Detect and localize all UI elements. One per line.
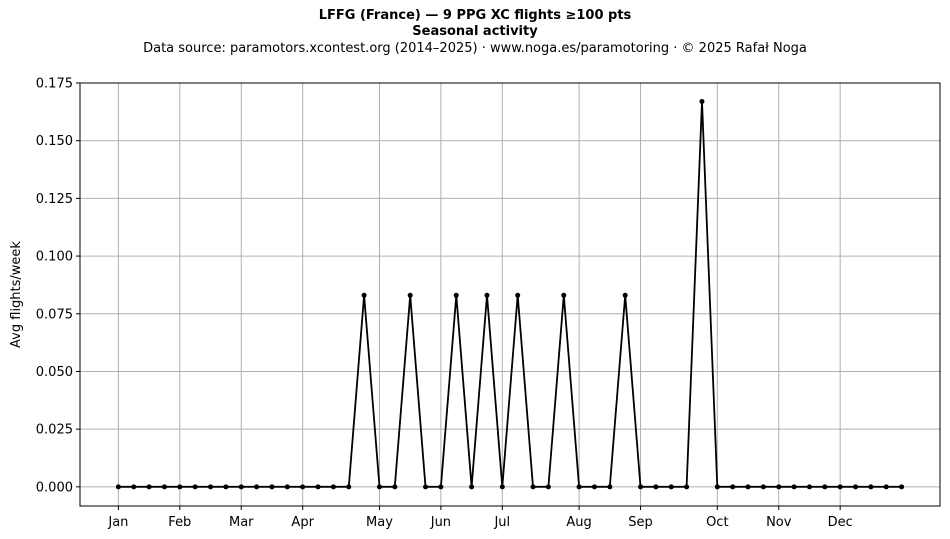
data-point	[745, 484, 751, 490]
data-point	[607, 484, 613, 490]
data-point	[576, 484, 582, 490]
data-point	[192, 484, 198, 490]
data-point	[361, 292, 367, 298]
data-point	[806, 484, 812, 490]
data-point	[423, 484, 429, 490]
data-point	[899, 484, 905, 490]
y-axis: 0.000 0.025 0.050 0.075 0.100 0.125 0.150 0.175	[36, 77, 80, 495]
series-points	[115, 98, 905, 490]
data-point	[868, 484, 874, 490]
data-point	[284, 484, 290, 490]
chart-subtitle: Seasonal activity	[412, 24, 538, 39]
data-point	[407, 292, 413, 298]
y-tick-label: 0.125	[36, 192, 73, 207]
y-tick-label: 0.150	[36, 134, 73, 149]
series-line	[118, 100, 902, 488]
data-point	[392, 484, 398, 490]
data-point	[238, 484, 244, 490]
x-tick-label: Jul	[493, 515, 510, 530]
data-point	[883, 484, 889, 490]
data-point	[791, 484, 797, 490]
data-point	[146, 484, 152, 490]
data-point	[638, 484, 644, 490]
data-point	[131, 484, 137, 490]
chart-title: LFFG (France) — 9 PPG XC flights ≥100 pt…	[318, 8, 632, 23]
data-point	[530, 484, 536, 490]
y-tick-label: 0.000	[36, 480, 73, 495]
plot-frame	[79, 82, 941, 507]
data-point	[591, 484, 597, 490]
data-point	[684, 484, 690, 490]
data-point	[853, 484, 859, 490]
data-point	[776, 484, 782, 490]
data-point	[223, 484, 229, 490]
data-point	[561, 292, 567, 298]
y-tick-label: 0.050	[36, 365, 73, 380]
data-point	[822, 484, 828, 490]
data-point	[269, 484, 275, 490]
data-point	[469, 484, 475, 490]
y-axis-label: Avg flights/week	[9, 241, 24, 348]
data-point	[499, 484, 505, 490]
series-line-layer	[118, 100, 902, 488]
data-point	[315, 484, 321, 490]
x-tick-label: Mar	[229, 515, 254, 530]
data-point	[300, 484, 306, 490]
y-tick-label: 0.175	[36, 77, 73, 92]
x-tick-label: Oct	[706, 515, 728, 530]
data-point	[653, 484, 659, 490]
data-point	[714, 484, 720, 490]
data-point	[254, 484, 260, 490]
x-tick-label: May	[366, 515, 393, 530]
x-tick-label: Dec	[828, 515, 853, 530]
data-point	[161, 484, 167, 490]
x-tick-label: Aug	[566, 515, 591, 530]
x-tick-label: Nov	[766, 515, 792, 530]
data-point	[330, 484, 336, 490]
data-point	[515, 292, 521, 298]
x-tick-label: Feb	[168, 515, 191, 530]
data-point	[115, 484, 121, 490]
data-point	[622, 292, 628, 298]
data-point	[484, 292, 490, 298]
data-point	[837, 484, 843, 490]
x-axis: Jan Feb Mar Apr May Jun Jul Aug Sep Oct Nov Dec	[107, 506, 853, 530]
data-point	[346, 484, 352, 490]
x-tick-label: Sep	[628, 515, 653, 530]
y-tick-label: 0.025	[36, 423, 73, 438]
chart-header: LFFG (France) — 9 PPG XC flights ≥100 pt…	[0, 8, 950, 58]
y-tick-label: 0.075	[36, 307, 73, 322]
data-point	[177, 484, 183, 490]
grid	[80, 82, 940, 506]
data-point	[730, 484, 736, 490]
x-tick-label: Apr	[291, 515, 314, 530]
data-point	[208, 484, 214, 490]
data-point	[699, 98, 705, 104]
x-tick-label: Jan	[107, 515, 128, 530]
x-tick-label: Jun	[430, 515, 451, 530]
data-point	[545, 484, 551, 490]
data-point	[760, 484, 766, 490]
data-point	[438, 484, 444, 490]
y-tick-label: 0.100	[36, 250, 73, 265]
data-source-note: Data source: paramotors.xcontest.org (20…	[143, 41, 807, 56]
data-point	[668, 484, 674, 490]
data-point	[376, 484, 382, 490]
data-point	[453, 292, 459, 298]
